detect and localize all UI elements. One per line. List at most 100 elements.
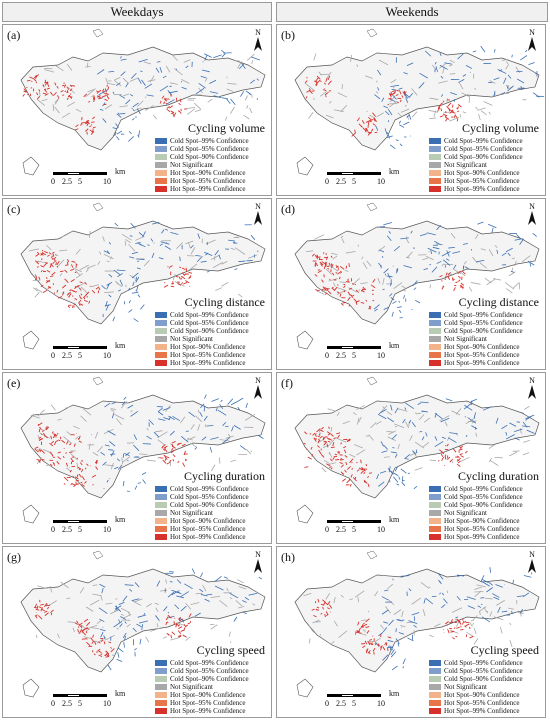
map-canvas bbox=[20, 28, 266, 176]
legend-item: Cold Spot–90% Confidence bbox=[429, 327, 545, 335]
map-panel-d: (d) N Cycling distance Cold Spot–99% Con… bbox=[276, 198, 546, 370]
column-header-weekends: Weekends bbox=[276, 2, 548, 22]
legend-item: Cold Spot–99% Confidence bbox=[429, 137, 545, 145]
scale-tick: 10 bbox=[377, 525, 385, 534]
legend-swatch bbox=[155, 668, 167, 674]
legend-item: Cold Spot–90% Confidence bbox=[155, 327, 271, 335]
legend-swatch bbox=[429, 352, 441, 358]
map-canvas bbox=[294, 550, 540, 698]
legend-item: Cold Spot–95% Confidence bbox=[155, 145, 271, 153]
panel-label: (f) bbox=[281, 376, 293, 390]
legend-item: Cold Spot–99% Confidence bbox=[155, 137, 271, 145]
map-panel-f: (f) N Cycling duration Cold Spot–99% Con… bbox=[276, 372, 546, 544]
scale-bar: km 0 2.5 5 10 bbox=[325, 341, 427, 364]
legend-label: Cold Spot–95% Confidence bbox=[444, 145, 523, 153]
north-label: N bbox=[529, 376, 535, 385]
legend-swatch bbox=[429, 320, 441, 326]
legend-item: Not Significant bbox=[429, 683, 545, 691]
map-panel-h: (h) N Cycling speed Cold Spot–99% Confid… bbox=[276, 546, 546, 718]
legend-label: Hot Spot–99% Confidence bbox=[170, 707, 246, 715]
north-arrow-icon bbox=[254, 559, 262, 573]
legend-swatch bbox=[155, 660, 167, 666]
scale-tick: 10 bbox=[103, 351, 111, 360]
legend: Cycling duration Cold Spot–99% Confidenc… bbox=[155, 469, 271, 541]
panel-label: (g) bbox=[7, 550, 21, 564]
legend-swatch bbox=[155, 486, 167, 492]
legend-label: Cold Spot–90% Confidence bbox=[170, 675, 249, 683]
north-arrow: N bbox=[251, 29, 265, 56]
legend-label: Cold Spot–99% Confidence bbox=[170, 659, 249, 667]
legend-swatch bbox=[155, 154, 167, 160]
scale-tick: 0 bbox=[325, 525, 329, 534]
legend-item: Cold Spot–99% Confidence bbox=[155, 311, 271, 319]
map-panel-b: (b) N Cycling volume Cold Spot–99% Confi… bbox=[276, 24, 546, 196]
legend-item: Hot Spot–99% Confidence bbox=[155, 359, 271, 367]
legend-item: Not Significant bbox=[155, 683, 271, 691]
legend-label: Cold Spot–95% Confidence bbox=[444, 319, 523, 327]
legend-label: Not Significant bbox=[444, 335, 487, 343]
north-arrow: N bbox=[525, 203, 539, 230]
north-arrow: N bbox=[525, 551, 539, 578]
scale-unit: km bbox=[389, 515, 400, 524]
legend-swatch bbox=[155, 502, 167, 508]
legend-item: Hot Spot–90% Confidence bbox=[429, 169, 545, 177]
legend-item: Hot Spot–99% Confidence bbox=[429, 359, 545, 367]
legend-label: Cold Spot–90% Confidence bbox=[444, 327, 523, 335]
legend-item: Hot Spot–90% Confidence bbox=[429, 691, 545, 699]
legend-swatch bbox=[429, 138, 441, 144]
legend-swatch bbox=[155, 534, 167, 540]
legend-item: Hot Spot–90% Confidence bbox=[429, 343, 545, 351]
legend-label: Cold Spot–90% Confidence bbox=[170, 501, 249, 509]
legend-item: Cold Spot–95% Confidence bbox=[429, 493, 545, 501]
scale-tick: 0 bbox=[325, 351, 329, 360]
north-arrow-icon bbox=[528, 211, 536, 225]
legend-item: Hot Spot–95% Confidence bbox=[155, 525, 271, 533]
legend-label: Not Significant bbox=[444, 509, 487, 517]
map-canvas bbox=[294, 202, 540, 350]
legend-item: Cold Spot–90% Confidence bbox=[429, 675, 545, 683]
legend-swatch bbox=[429, 526, 441, 532]
legend-label: Cold Spot–90% Confidence bbox=[444, 153, 523, 161]
legend-swatch bbox=[429, 360, 441, 366]
scale-bar: km 0 2.5 5 10 bbox=[51, 689, 153, 712]
scale-tick: 0 bbox=[51, 351, 55, 360]
legend-label: Cold Spot–95% Confidence bbox=[170, 493, 249, 501]
legend-label: Cold Spot–95% Confidence bbox=[170, 667, 249, 675]
legend-swatch bbox=[155, 700, 167, 706]
legend-label: Hot Spot–90% Confidence bbox=[444, 343, 520, 351]
north-arrow: N bbox=[525, 377, 539, 404]
scale-tick: 0 bbox=[325, 699, 329, 708]
legend-label: Hot Spot–99% Confidence bbox=[170, 185, 246, 193]
scale-tick: 5 bbox=[352, 177, 356, 186]
legend-swatch bbox=[155, 352, 167, 358]
scale-tick: 5 bbox=[352, 525, 356, 534]
legend-item: Hot Spot–99% Confidence bbox=[429, 707, 545, 715]
map-panel-e: (e) N Cycling duration Cold Spot–99% Con… bbox=[2, 372, 272, 544]
scale-unit: km bbox=[389, 689, 400, 698]
north-label: N bbox=[255, 28, 261, 37]
scale-unit: km bbox=[389, 167, 400, 176]
scale-tick: 0 bbox=[51, 177, 55, 186]
legend-swatch bbox=[429, 336, 441, 342]
legend-label: Cold Spot–99% Confidence bbox=[170, 137, 249, 145]
scale-tick: 0 bbox=[51, 699, 55, 708]
legend-label: Hot Spot–95% Confidence bbox=[170, 699, 246, 707]
scale-tick: 2.5 bbox=[62, 699, 72, 708]
legend-label: Cold Spot–99% Confidence bbox=[170, 485, 249, 493]
legend-item: Hot Spot–95% Confidence bbox=[155, 177, 271, 185]
legend-label: Hot Spot–90% Confidence bbox=[444, 169, 520, 177]
legend-label: Hot Spot–90% Confidence bbox=[170, 343, 246, 351]
map-panel-c: (c) N Cycling distance Cold Spot–99% Con… bbox=[2, 198, 272, 370]
legend-swatch bbox=[155, 510, 167, 516]
legend-swatch bbox=[429, 502, 441, 508]
panel-label: (c) bbox=[7, 202, 21, 216]
legend-label: Not Significant bbox=[444, 683, 487, 691]
scale-tick: 2.5 bbox=[62, 177, 72, 186]
legend-swatch bbox=[429, 534, 441, 540]
north-arrow-icon bbox=[254, 211, 262, 225]
panel-label: (h) bbox=[281, 550, 295, 564]
legend-item: Hot Spot–95% Confidence bbox=[429, 351, 545, 359]
legend-swatch bbox=[155, 170, 167, 176]
legend-label: Hot Spot–99% Confidence bbox=[170, 533, 246, 541]
north-arrow: N bbox=[251, 551, 265, 578]
